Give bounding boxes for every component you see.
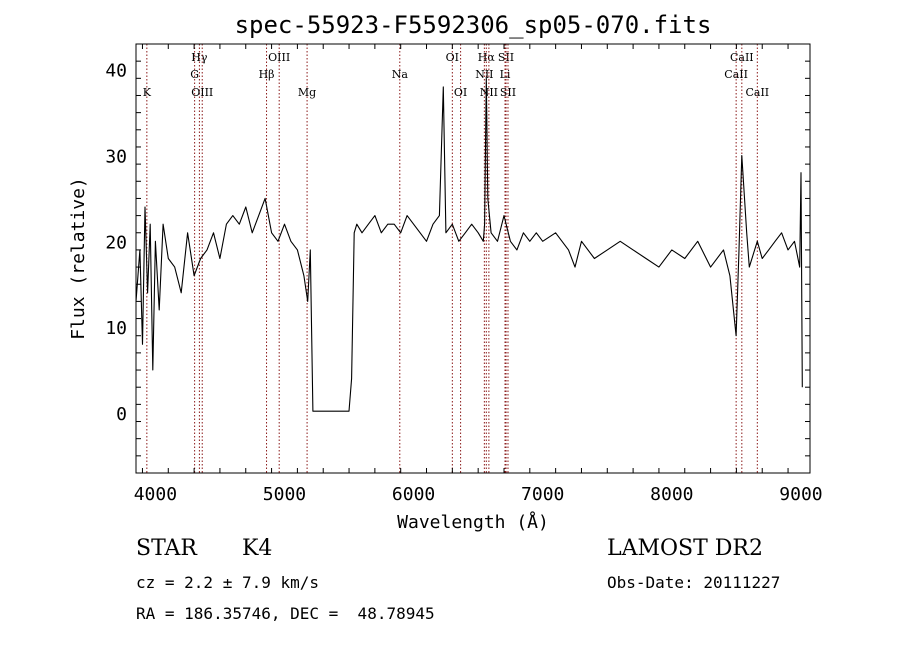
x-tick-label: 4000	[134, 484, 177, 505]
spectral-line-label: Mg	[298, 86, 316, 99]
spectral-line-label: OI	[446, 51, 459, 64]
spectral-line-label: OIII	[191, 86, 213, 99]
spectral-line-label: CaII	[724, 68, 748, 81]
spectral-line-label: SII	[500, 86, 516, 99]
spectral-line-label: Hβ	[259, 68, 275, 81]
spectral-line-label: NII	[475, 68, 493, 81]
object-class-label: STAR	[136, 536, 197, 561]
y-tick-label: 20	[105, 232, 127, 253]
chart-title: spec-55923-F5592306_sp05-070.fits	[235, 11, 712, 39]
redshift-label: cz = 2.2 ± 7.9 km/s	[136, 573, 320, 592]
y-tick-label: 0	[116, 404, 127, 425]
x-axis-label: Wavelength (Å)	[397, 511, 549, 533]
spectral-line-label: SII	[498, 51, 514, 64]
coordinates-label: RA = 186.35746, DEC = 48.78945	[136, 604, 435, 623]
spectral-line-label: Na	[392, 68, 409, 81]
subclass-label: K4	[242, 536, 273, 561]
spectral-line-label: CaII	[745, 86, 769, 99]
spectral-line-label: OIII	[268, 51, 290, 64]
spectrum-line	[135, 77, 803, 412]
x-tick-label: 6000	[392, 484, 435, 505]
x-tick-label: 8000	[650, 484, 693, 505]
y-tick-label: 40	[105, 61, 127, 82]
spectral-line-label: Hγ	[191, 51, 208, 64]
y-tick-label: 30	[105, 147, 127, 168]
y-axis-label: Flux (relative)	[68, 177, 89, 340]
x-tick-label: 7000	[521, 484, 564, 505]
x-tick-label: 9000	[779, 484, 822, 505]
x-tick-label: 5000	[263, 484, 306, 505]
plot-frame	[135, 43, 811, 474]
spectral-line-label: K	[143, 86, 152, 99]
obs-date-label: Obs-Date: 20111227	[607, 573, 781, 592]
survey-label: LAMOST DR2	[607, 536, 763, 561]
spectral-line-label: Li	[500, 68, 511, 81]
spectral-line-label: Hα	[478, 51, 496, 64]
spectral-line-label: OI	[454, 86, 467, 99]
y-tick-label: 10	[105, 318, 127, 339]
spectral-line-label: NII	[480, 86, 498, 99]
spectral-line-label: G	[190, 68, 199, 81]
spectral-line-label: CaII	[730, 51, 754, 64]
